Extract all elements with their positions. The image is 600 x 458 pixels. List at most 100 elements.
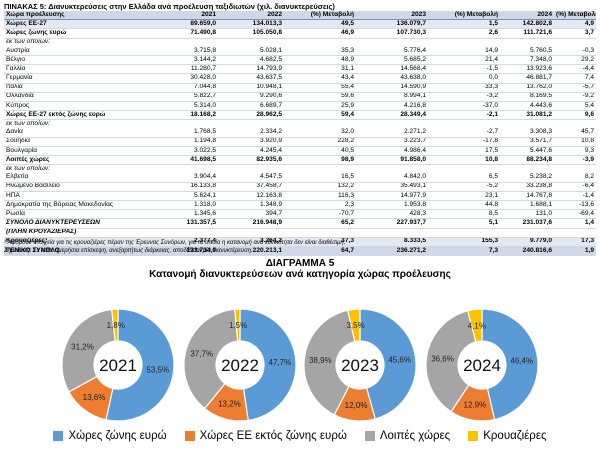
- table-cell: 428,3: [356, 209, 428, 220]
- table-cell: 5.760,5: [500, 46, 554, 56]
- table-cell: -9,2: [554, 92, 596, 102]
- table-cell: 88.234,8: [500, 155, 554, 166]
- table-cell: 8,5: [428, 209, 500, 220]
- column-header: (%) Μεταβολή: [284, 11, 356, 21]
- table-cell: 142.802,8: [500, 19, 554, 30]
- table-cell: 18.168,2: [154, 110, 218, 121]
- legend-label: Χώρες ΕΕ εκτός ζώνης ευρώ: [199, 430, 347, 442]
- slice-label: 13,6%: [83, 393, 106, 402]
- table-cell: 228,2: [284, 137, 356, 147]
- table-cell: 6.689,7: [218, 101, 284, 112]
- table-cell: 31.081,2: [500, 110, 554, 121]
- table-cell: -2,1: [428, 110, 500, 121]
- table-cell: -4,4: [554, 64, 596, 75]
- row-label: Γαλλία: [4, 64, 154, 75]
- table-cell: 5.028,1: [218, 46, 284, 56]
- slice-label: 1,8%: [107, 321, 125, 330]
- table-cell: 59,6: [284, 92, 356, 102]
- table-cell: 107.730,3: [356, 28, 428, 39]
- table-cell: 14.793,9: [218, 64, 284, 75]
- table-cell: 89.659,0: [154, 19, 218, 30]
- table-row: ΗΠΑ 5.624,1 12.163,8 116,3 14.977,9 23,1 14.76…: [4, 191, 596, 201]
- table-cell: 9,6: [554, 110, 596, 121]
- table-cell: -3,2: [428, 92, 500, 102]
- table-cell: 29,2: [554, 55, 596, 66]
- table-cell: 1.194,8: [154, 137, 218, 147]
- table-cell: 14.977,9: [356, 191, 428, 201]
- legend-label: Κρουαζιέρες: [483, 430, 547, 442]
- table-cell: 17,3: [554, 237, 596, 247]
- row-label: Δανία: [4, 128, 154, 138]
- table-cell: 132,2: [284, 182, 356, 192]
- table-cell: 1.345,6: [154, 209, 218, 220]
- legend-swatch: [468, 431, 479, 441]
- table-row: Λοιπές χώρες 41.698,5 82.935,6 98,9 91.858,0…: [4, 155, 596, 166]
- table-cell: 37.458,7: [218, 182, 284, 192]
- table-cell: 220.213,1: [218, 245, 284, 257]
- table-cell: 5,4: [554, 101, 596, 112]
- table-cell: 21,4: [428, 55, 500, 66]
- table-cell: 3,7: [554, 28, 596, 39]
- table-cell: 35,3: [284, 46, 356, 56]
- table-cell: 3.904,4: [154, 173, 218, 183]
- table-cell: 236.271,2: [356, 245, 428, 257]
- donut-year-label: 2024: [463, 356, 501, 375]
- table-cell: 35.493,1: [356, 182, 428, 192]
- table-cell: -5,7: [554, 83, 596, 93]
- table-cell: 1.348,9: [218, 200, 284, 211]
- table-cell: 45,7: [554, 128, 596, 138]
- table-row: εκ των οποίων:: [4, 38, 596, 47]
- table-cell: 9.779,0: [500, 237, 554, 247]
- table-cell: 4.547,5: [218, 173, 284, 183]
- table-cell: 5,1: [428, 218, 500, 229]
- table-row: Χώρες ΕΕ-27 εκτός ζώνης ευρώ 18.168,2 28.9…: [4, 110, 596, 121]
- table-cell: 10,8: [428, 155, 500, 166]
- row-label: Κρουαζιέρες¹: [4, 237, 154, 247]
- table-cell: 7,3: [428, 245, 500, 257]
- row-label: Σουηδία: [4, 137, 154, 147]
- row-label: Χώρες ΕΕ-27: [4, 19, 154, 30]
- table-cell: 394,7: [218, 209, 284, 220]
- table-row: εκ των οποίων:: [4, 165, 596, 174]
- table-cell: 1.318,0: [154, 200, 218, 211]
- table-cell: 131.357,5: [154, 218, 218, 229]
- table-cell: 16.133,8: [154, 182, 218, 192]
- table-cell: 4.216,8: [356, 101, 428, 112]
- table-cell: 3.264,2: [218, 237, 284, 247]
- table-row: Γερμανία 30.428,0 43.637,5 43,4 43.638,0 0,0 4…: [4, 73, 596, 84]
- table-cell: -37,0: [428, 101, 500, 112]
- legend-label: Χώρες ζώνης ευρώ: [68, 430, 167, 442]
- table-cell: -0,3: [554, 46, 596, 56]
- legend-swatch: [184, 431, 195, 441]
- row-label: Χώρες ζώνης ευρώ: [4, 28, 154, 39]
- row-label: ΗΠΑ: [4, 191, 154, 201]
- row-label: Χώρες ΕΕ-27 εκτός ζώνης ευρώ: [4, 110, 154, 121]
- row-label: Δημοκρατία της Βόρειας Μακεδονίας: [4, 200, 154, 211]
- slice-label: 13,2%: [218, 400, 241, 409]
- table-cell: 6,5: [428, 173, 500, 183]
- table-cell: [500, 228, 554, 238]
- row-label: εκ των οποίων:: [6, 38, 50, 46]
- table-header-row: Χώρα προέλευσης 2021 2022 (%) Μεταβολή 2023(…: [4, 11, 596, 21]
- donut-hole: [94, 341, 142, 389]
- table-cell: 28.962,5: [218, 110, 284, 121]
- table-cell: 3.308,3: [500, 128, 554, 138]
- slice-label: 36,6%: [431, 354, 454, 363]
- table-cell: 2,6: [428, 28, 500, 39]
- table-cell: 155,3: [428, 237, 500, 247]
- row-label: (ΠΛΗΝ ΚΡΟΥΑΖΙΕΡΑΣ): [4, 228, 154, 238]
- slice-label: 37,7%: [190, 349, 213, 358]
- column-header: 2023: [356, 11, 428, 21]
- table-cell: 1.688,1: [500, 200, 554, 211]
- row-label: ΣΥΝΟΛΟ ΔΙΑΝΥΚΤΕΡΕΥΣΕΩΝ: [4, 218, 154, 229]
- legend-label: Λοιπές χώρες: [379, 430, 451, 442]
- table-cell: 14.590,9: [356, 83, 428, 93]
- slice-label: 38,9%: [309, 356, 332, 365]
- table-cell: 37,3: [284, 237, 356, 247]
- legend-item: Λοιπές χώρες: [364, 430, 451, 442]
- donut-hole: [336, 341, 384, 389]
- table-cell: 43.638,0: [356, 73, 428, 84]
- table-row: Ολλανδία 5.822,7 9.290,6 59,6 8.994,1 -3,2 8.1…: [4, 92, 596, 102]
- table-cell: [428, 228, 500, 238]
- row-label: Αυστρία: [4, 46, 154, 56]
